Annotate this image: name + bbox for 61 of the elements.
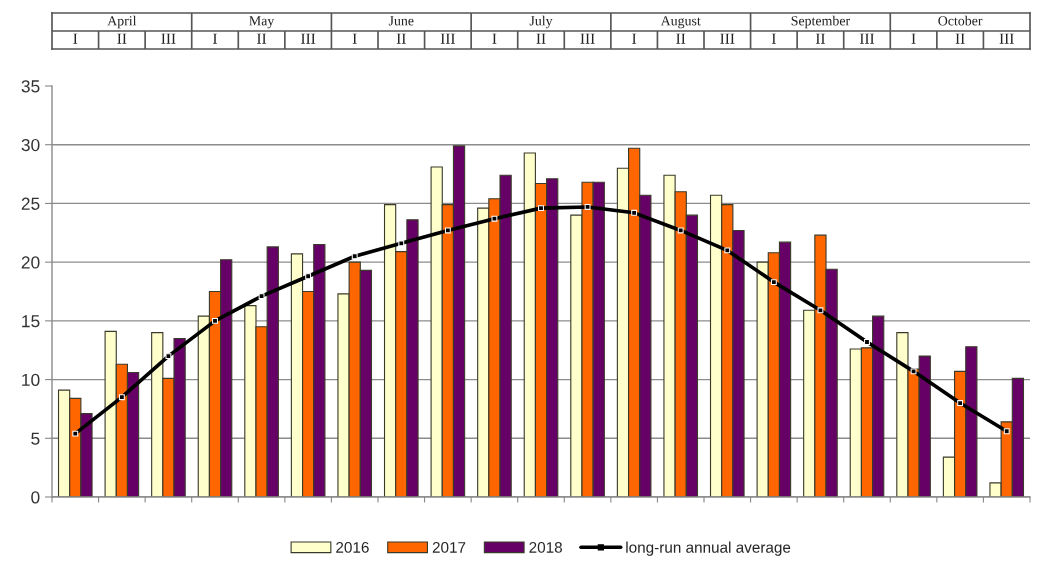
y-tick-label: 5 bbox=[31, 432, 40, 445]
point bbox=[72, 430, 79, 437]
legend-label: 2016 bbox=[336, 541, 369, 553]
point bbox=[444, 227, 451, 234]
point bbox=[212, 317, 218, 324]
legend-label: 2018 bbox=[529, 541, 562, 553]
point bbox=[910, 368, 917, 375]
point bbox=[351, 253, 358, 260]
x-tick-label: I bbox=[73, 33, 78, 44]
x-tick-label: II bbox=[117, 33, 127, 44]
x-tick-label: II bbox=[955, 33, 965, 44]
point bbox=[584, 204, 591, 210]
x-tick-label: II bbox=[396, 33, 406, 44]
y-tick-label: 25 bbox=[21, 197, 40, 210]
x-tick-label: III bbox=[999, 33, 1014, 44]
point bbox=[258, 293, 265, 300]
point bbox=[864, 339, 870, 345]
point bbox=[677, 227, 684, 234]
x-tick-label: II bbox=[676, 33, 686, 44]
y-tick-label: 0 bbox=[31, 491, 40, 504]
text: July bbox=[529, 15, 553, 29]
point bbox=[398, 240, 405, 247]
x-tick-label: II bbox=[815, 33, 825, 44]
text: August bbox=[660, 16, 701, 29]
x-tick-label: I bbox=[911, 33, 916, 44]
x-tick-label: III bbox=[440, 33, 455, 44]
x-tick-label: I bbox=[352, 33, 357, 44]
text: October bbox=[938, 15, 983, 26]
x-tick-label: II bbox=[536, 33, 546, 44]
point bbox=[118, 394, 125, 401]
x-tick-label: II bbox=[257, 33, 267, 44]
point bbox=[538, 205, 544, 212]
legend-label: long-run annual average bbox=[626, 541, 791, 556]
text: May bbox=[249, 16, 275, 29]
legend-label: 2017 bbox=[432, 541, 466, 553]
point bbox=[817, 307, 824, 314]
x-tick-label: I bbox=[492, 33, 497, 44]
y-tick-label: 35 bbox=[21, 80, 40, 93]
x-tick-label: III bbox=[161, 33, 176, 44]
point bbox=[165, 353, 172, 360]
point bbox=[724, 247, 731, 254]
text: June bbox=[388, 16, 414, 26]
point bbox=[491, 215, 498, 222]
x-tick-label: III bbox=[720, 33, 735, 44]
y-tick-label: 15 bbox=[22, 315, 40, 328]
x-tick-label: III bbox=[301, 33, 316, 44]
x-tick-label: I bbox=[632, 33, 637, 44]
x-tick-label: III bbox=[859, 33, 875, 44]
x-tick-label: III bbox=[580, 33, 595, 44]
point bbox=[770, 279, 777, 286]
y-tick-label: 20 bbox=[21, 256, 40, 269]
x-tick-label: I bbox=[771, 33, 776, 44]
point bbox=[305, 273, 312, 280]
text: April bbox=[107, 15, 137, 29]
point bbox=[631, 209, 638, 216]
y-tick-label: 10 bbox=[22, 373, 40, 387]
text: September bbox=[791, 15, 850, 29]
point bbox=[957, 400, 964, 407]
y-tick-label: 30 bbox=[21, 138, 40, 152]
x-tick-label: I bbox=[213, 33, 218, 44]
point bbox=[1003, 428, 1010, 435]
